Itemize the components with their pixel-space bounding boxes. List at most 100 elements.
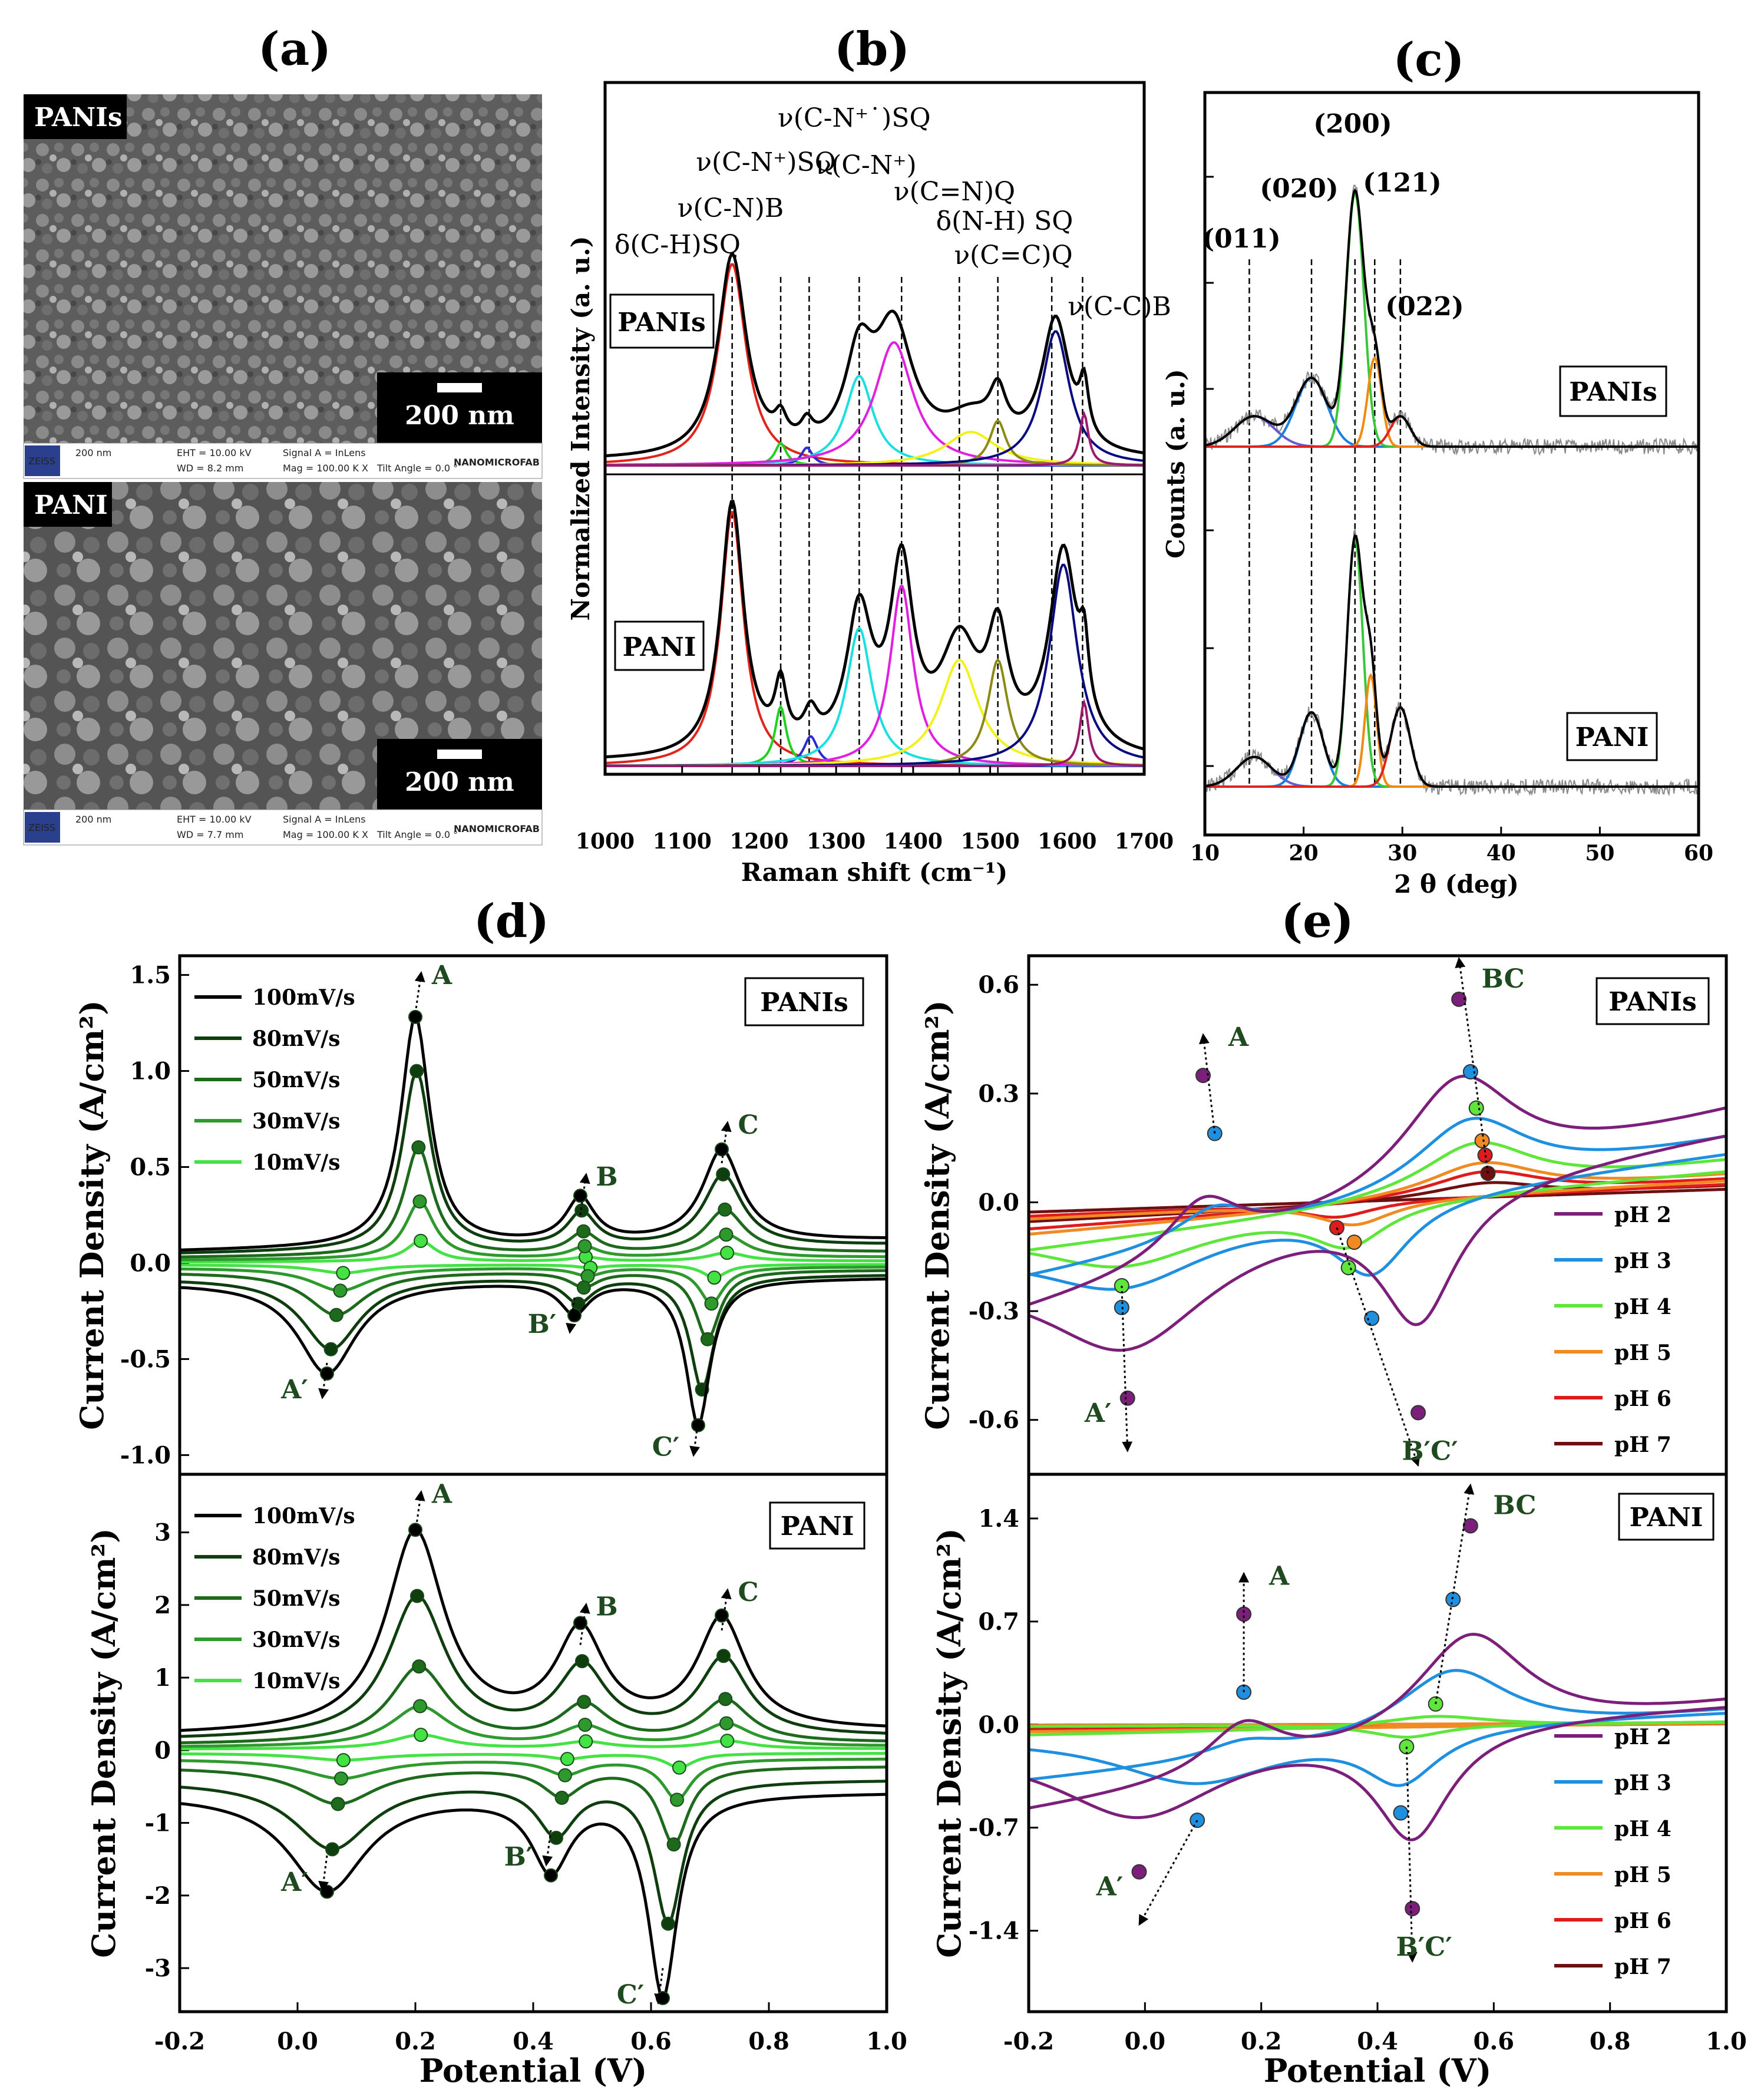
cv-scanrate-marker-bottom-2-4	[554, 1791, 569, 1805]
cv-scanrate-marker-bottom-3-1	[578, 1718, 592, 1732]
cv-scanrate-y-tick-label-bottom-4: 1	[154, 1664, 171, 1692]
raman-band-label-8: ν(C-C)B	[1068, 292, 1171, 322]
cv-scanrate-marker-bottom-4-3	[336, 1753, 351, 1768]
cv-ph-legend-text-bottom-5: pH 7	[1614, 1955, 1671, 1979]
cv-scanrate-marker-top-2-3	[329, 1308, 343, 1322]
cv-ph-arrow-top-bc	[1455, 957, 1489, 1174]
cv-scanrate-peak-label-top-c1: B′	[528, 1309, 557, 1339]
raman-band-label-6: δ(N-H) SQ	[936, 206, 1073, 236]
cv-scanrate-arrow-bottom-a1	[579, 1602, 590, 1645]
cv-ph-y-tick-label-top-3: 0.3	[978, 1080, 1019, 1108]
cv-ph-peak-label-top-A2: A′	[1084, 1398, 1112, 1428]
cv-scanrate-marker-bottom-2-1	[577, 1695, 592, 1709]
footer-wd-bottom: WD = 7.7 mm	[177, 829, 243, 840]
raman-plot-area	[604, 252, 1145, 774]
cv-ph-arrow-top-ca	[1121, 1285, 1133, 1452]
cv-ph-marker-bottom-bc-0	[1462, 1518, 1478, 1534]
cv-scanrate-marker-bottom-0-0	[408, 1523, 422, 1537]
cv-ph-peak-label-bottom-BC: BC	[1493, 1490, 1536, 1520]
cv-ph-y-tick-label-top-2: 0.0	[978, 1189, 1019, 1216]
cv-ph-legend-text-bottom-3: pH 5	[1614, 1863, 1671, 1887]
cv-scanrate-y-tick-label-top-2: 0.0	[130, 1249, 171, 1277]
footer-scale-bottom: 200 nm	[75, 814, 111, 825]
cv-scanrate-marker-top-3-1	[577, 1239, 592, 1253]
scale-bar-bottom	[437, 750, 482, 759]
raman-x-tick-label-5: 1500	[960, 829, 1019, 854]
xrd-reflection-label-0: (011)	[1202, 224, 1280, 254]
cv-scanrate-marker-bottom-3-5	[670, 1792, 684, 1807]
cv-scanrate-legend-text-bottom-3: 30mV/s	[252, 1627, 341, 1652]
cv-ph-peak-label-bottom-A2: A′	[1096, 1872, 1124, 1902]
cv-scanrate-arrow-bottom-c1	[542, 1830, 553, 1867]
cv-ph-marker-top-cbc-2	[1340, 1260, 1356, 1276]
cv-scanrate-peak-label-top-c0: A′	[280, 1375, 308, 1405]
cv-ph-sample-box-bottom	[1618, 1493, 1715, 1541]
cv-scanrate-legend-text-top-1: 80mV/s	[252, 1026, 341, 1051]
cv-ph-marker-top-bc-0	[1451, 991, 1467, 1007]
cv-scanrate-marker-bottom-0-1	[573, 1616, 587, 1630]
xrd-y-axis-label: Counts (a. u.)	[1161, 369, 1190, 559]
cv-ph-sample-label-top: PANIs	[1608, 987, 1697, 1017]
cv-scanrate-marker-top-1-2	[716, 1167, 731, 1181]
cv-scanrate-peak-label-top-c2: C′	[652, 1432, 680, 1463]
cv-scanrate-top-plot: -1.0 -0.5 0.0 0.5 1.0 1.5 A B C A′ B′ C′ 100mV/s 80mV…	[120, 960, 888, 1469]
cv-scanrate-marker-bottom-1-0	[410, 1589, 424, 1603]
cv-scanrate-sample-label-bottom: PANI	[781, 1511, 854, 1541]
xrd-x-tick-label-0: 10	[1190, 841, 1220, 866]
raman-x-tick-label-1: 1100	[653, 829, 712, 854]
xrd-fit-bottom	[1204, 534, 1698, 788]
cv-scanrate-y-tick-label-top-1: -0.5	[120, 1345, 171, 1373]
cv-scanrate-marker-top-1-1	[574, 1203, 589, 1218]
panel-label-d: (d)	[474, 894, 549, 948]
xrd-x-axis-label: 2 θ (deg)	[1394, 870, 1519, 899]
cv-ph-y-label-bottom: Current Density (A/cm²)	[930, 1528, 968, 1957]
footer-scale-top: 200 nm	[75, 447, 111, 458]
cv-scanrate-marker-top-4-2	[720, 1246, 735, 1260]
sem-footer-bottom	[23, 809, 543, 846]
raman-band-label-3: ν(C-N⁺˙)SQ	[778, 103, 931, 133]
scale-bar-label-top: 200 nm	[405, 401, 514, 431]
cv-ph-marker-top-cbc-1	[1364, 1310, 1380, 1326]
cv-ph-x-tick-label-1: 0.0	[1125, 2028, 1166, 2055]
xrd-component-top-0	[1204, 415, 1698, 448]
raman-band-label-5: ν(C=N)Q	[894, 177, 1015, 207]
raman-component-top-5	[605, 431, 1145, 467]
cv-scanrate-x-tick-label-4: 0.6	[630, 2028, 672, 2055]
cv-ph-legend-text-bottom-0: pH 2	[1614, 1725, 1671, 1749]
cv-scanrate-y-tick-label-bottom-5: 2	[154, 1592, 171, 1619]
cv-scanrate-peak-label-bottom-a2: C	[738, 1577, 758, 1607]
raman-band-label-1: ν(C-N)B	[678, 193, 784, 223]
cv-scanrate-marker-bottom-2-2	[718, 1692, 733, 1706]
xrd-sample-box-top	[1559, 365, 1667, 417]
cv-ph-legend-text-bottom-2: pH 4	[1614, 1817, 1671, 1841]
cv-scanrate-marker-bottom-4-2	[720, 1734, 735, 1748]
sem-label-bottom: PANI	[34, 490, 108, 520]
cv-scanrate-legend-text-top-3: 30mV/s	[252, 1109, 341, 1134]
cv-ph-top-plot: -0.6 -0.3 0.0 0.3 0.6 A BC A′ B′C′ pH 2 pH 3 pH 4 pH…	[969, 957, 1728, 1467]
cv-scanrate-marker-top-2-0	[411, 1140, 426, 1155]
cv-scanrate-y-tick-label-bottom-1: -2	[145, 1882, 171, 1910]
raman-panel: 1000 1100 1200 1300 1400 1500 1600 1700 Raman s…	[566, 81, 1174, 887]
cv-scanrate-marker-top-2-1	[576, 1224, 591, 1239]
cv-scanrate-legend-text-bottom-1: 80mV/s	[252, 1545, 341, 1570]
cv-scanrate-y-tick-label-top-3: 0.5	[130, 1154, 171, 1181]
sem-label-top: PANIs	[34, 103, 123, 133]
cv-scanrate-arrow-top-c1	[566, 1297, 577, 1334]
cv-ph-x-tick-label-3: 0.4	[1357, 2028, 1398, 2055]
cv-scanrate-peak-label-top-a2: C	[738, 1110, 758, 1140]
cv-ph-panel: -0.6 -0.3 0.0 0.3 0.6 A BC A′ B′C′ pH 2 pH 3 pH 4 pH…	[919, 954, 1747, 2089]
cv-scanrate-y-tick-label-bottom-0: -3	[145, 1955, 171, 1982]
cv-scanrate-legend-text-bottom-4: 10mV/s	[252, 1669, 341, 1693]
sem-label-bg-top	[24, 94, 127, 139]
raman-sample-label-top: PANIs	[617, 308, 706, 338]
footer-eht-top: EHT = 10.00 kV	[177, 447, 252, 458]
cv-scanrate-x-tick-label-2: 0.2	[395, 2028, 436, 2055]
cv-scanrate-x-tick-label-3: 0.4	[513, 2028, 554, 2055]
xrd-reflection-label-2: (200)	[1313, 109, 1392, 139]
cv-scanrate-marker-bottom-1-2	[716, 1649, 731, 1663]
cv-scanrate-y-tick-label-bottom-2: -1	[145, 1810, 171, 1837]
cv-scanrate-marker-bottom-4-4	[560, 1752, 574, 1767]
cv-ph-y-tick-label-bottom-3: 0.7	[978, 1608, 1019, 1636]
cv-scanrate-legend-text-top-4: 10mV/s	[252, 1150, 341, 1175]
cv-ph-peak-label-bottom-BC2: B′C′	[1396, 1932, 1452, 1962]
